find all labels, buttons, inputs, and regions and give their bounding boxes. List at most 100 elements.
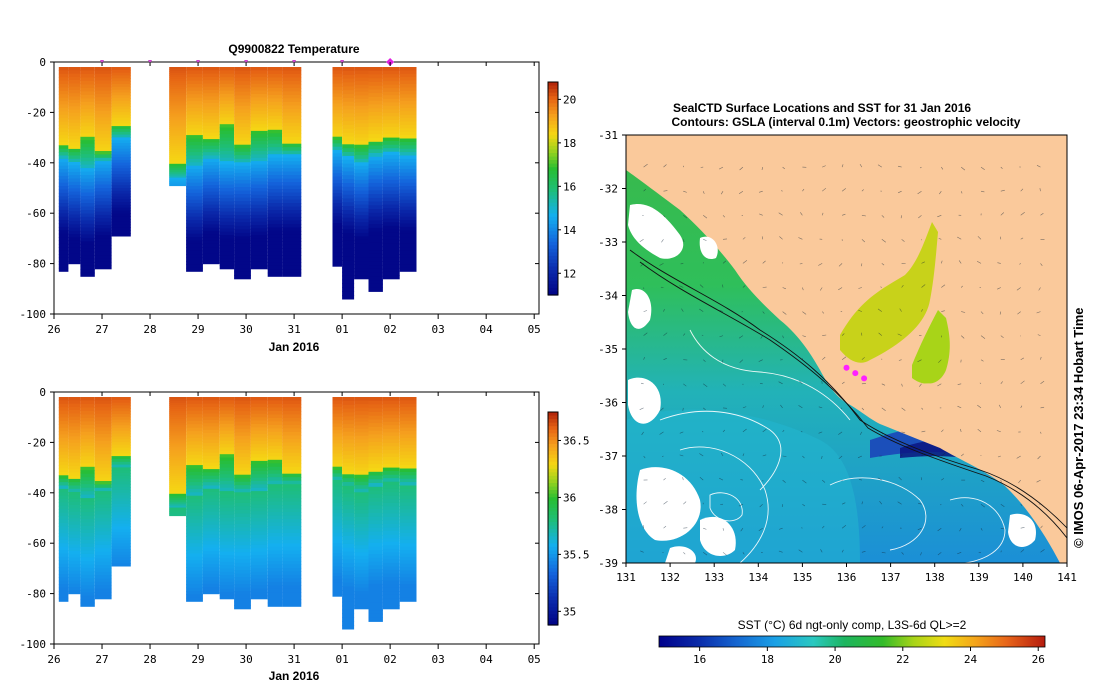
profile-cell [219, 494, 235, 499]
profile-cell [354, 400, 369, 405]
profile-cell [234, 591, 251, 596]
profile-cell [94, 90, 112, 95]
profile-cell [169, 76, 186, 80]
profile-cell [111, 103, 131, 107]
velocity-vector [802, 287, 804, 291]
profile-cell [354, 492, 369, 497]
profile-cell [267, 216, 283, 221]
profile-cell [202, 158, 220, 163]
profile-cell [332, 199, 343, 204]
profile-cell [111, 106, 131, 110]
profile-cell [58, 512, 69, 517]
profile-cell [368, 524, 383, 529]
profile-cell [219, 258, 235, 263]
profile-cell [382, 421, 400, 426]
colorbar-cell [548, 103, 558, 108]
sst-colorbar-label: SST (°C) 6d ngt-only comp, L3S-6d QL>=2 [738, 618, 967, 632]
profile-cell [234, 435, 251, 440]
profile-cell [382, 548, 400, 553]
profile-cell [399, 567, 417, 572]
profile-cell [186, 448, 203, 453]
profile-cell [382, 120, 400, 125]
profile-cell [250, 487, 268, 492]
profile-cell [368, 82, 383, 87]
profile-cell [68, 67, 81, 71]
colorbar-cell [548, 451, 558, 456]
profile-cell [354, 488, 369, 493]
profile-cell [80, 501, 95, 506]
profile-cell [332, 549, 343, 554]
profile-cell [282, 466, 302, 471]
profile-cell [219, 423, 235, 428]
colorbar-cell [548, 280, 558, 285]
profile-cell [399, 529, 417, 534]
profile-cell [354, 598, 369, 603]
velocity-vector [739, 166, 744, 171]
profile-cell [250, 518, 268, 522]
profile-cell [94, 417, 112, 422]
profile-cell [58, 175, 69, 180]
profile-cell [368, 104, 383, 109]
profile-cell [186, 563, 203, 568]
profile-cell [111, 484, 131, 488]
profile-cell [250, 450, 268, 455]
profile-cell [111, 98, 131, 102]
profile-cell [94, 251, 112, 256]
profile-cell [354, 548, 369, 553]
profile-cell [68, 221, 81, 225]
profile-cell [267, 248, 283, 253]
profile-cell [342, 186, 355, 192]
profile-cell [169, 69, 186, 72]
profile-cell [354, 105, 369, 110]
profile-cell [111, 81, 131, 85]
profile-cell [250, 248, 268, 253]
y-tick-label: -40 [26, 157, 46, 170]
profile-cell [234, 464, 251, 469]
profile-cell [399, 407, 417, 412]
profile-cell [68, 462, 81, 467]
colorbar-cell [548, 234, 558, 239]
profile-cell [111, 397, 131, 401]
profile-cell [267, 81, 283, 86]
profile-cell [202, 181, 220, 186]
profile-cell [80, 262, 95, 267]
profile-cell [58, 502, 69, 507]
profile-cell [250, 134, 268, 139]
profile-cell [111, 526, 131, 530]
profile-cell [342, 586, 355, 591]
profile-cell [80, 108, 95, 113]
velocity-vector [897, 165, 902, 168]
profile-cell [186, 427, 203, 432]
velocity-vector [818, 406, 823, 409]
sst-colorbar-tick-label: 22 [896, 653, 909, 666]
colorbar-cell [548, 245, 558, 250]
profile-cell [382, 495, 400, 500]
profile-cell [58, 594, 69, 599]
velocity-vector [782, 479, 786, 483]
profile-cell [219, 83, 235, 88]
profile-cell [219, 130, 235, 135]
profile-cell [342, 408, 355, 414]
profile-cell [186, 584, 203, 589]
profile-cell [282, 112, 302, 117]
profile-cell [169, 446, 186, 449]
profile-cell [354, 74, 369, 79]
profile-cell [80, 459, 95, 464]
velocity-vector [841, 549, 844, 553]
profile-cell [169, 478, 186, 481]
profile-cell [332, 576, 343, 581]
profile-cell [219, 454, 235, 459]
profile-cell [250, 440, 268, 445]
profile-cell [202, 214, 220, 219]
profile-cell [342, 125, 355, 130]
profile-cell [399, 417, 417, 422]
profile-cell [368, 464, 383, 469]
profile-cell [368, 111, 383, 117]
colorbar-cell [548, 160, 558, 165]
profile-cell [111, 498, 131, 502]
profile-cell [169, 462, 186, 465]
profile-cell [250, 194, 268, 199]
profile-cell [354, 407, 369, 412]
profile-cell [282, 74, 302, 79]
profile-cell [354, 457, 369, 462]
